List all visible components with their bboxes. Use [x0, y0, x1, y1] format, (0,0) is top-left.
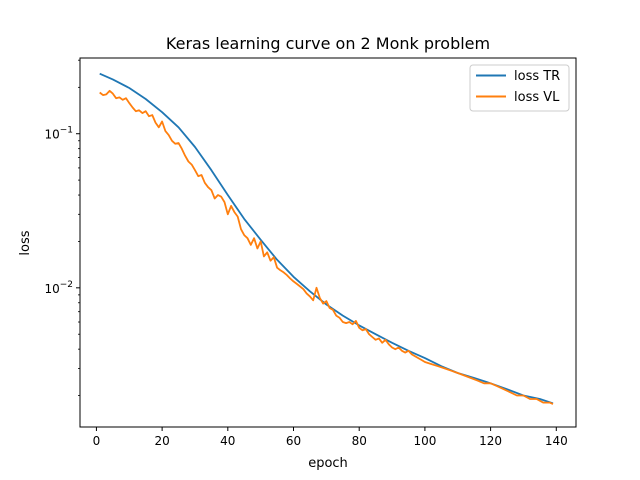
y-axis-label: loss: [18, 230, 33, 255]
series-line-loss-vl: [99, 89, 554, 405]
legend: loss TR loss VL: [469, 64, 570, 112]
x-axis-label: epoch: [308, 456, 348, 471]
x-tick-label: 40: [220, 434, 235, 448]
plot-frame: [79, 57, 577, 428]
axes-layer: 0 20 40 60 80 100 120 140 10−1 10−2: [44, 59, 568, 448]
legend-label-loss-vl: loss VL: [514, 90, 560, 105]
x-tick-label: 60: [286, 434, 301, 448]
x-tick-label: 0: [93, 434, 101, 448]
x-tick-label: 80: [352, 434, 367, 448]
y-tick-label: 10−2: [44, 280, 73, 296]
x-tick-label: 20: [154, 434, 169, 448]
x-tick-label: 140: [545, 434, 568, 448]
series-layer: [99, 72, 554, 405]
x-tick-label: 100: [413, 434, 436, 448]
chart-title: Keras learning curve on 2 Monk problem: [166, 34, 490, 53]
y-tick-label: 10−1: [44, 126, 73, 142]
legend-label-loss-tr: loss TR: [514, 69, 560, 84]
series-line-loss-tr: [99, 72, 554, 405]
x-tick-label: 120: [479, 434, 502, 448]
